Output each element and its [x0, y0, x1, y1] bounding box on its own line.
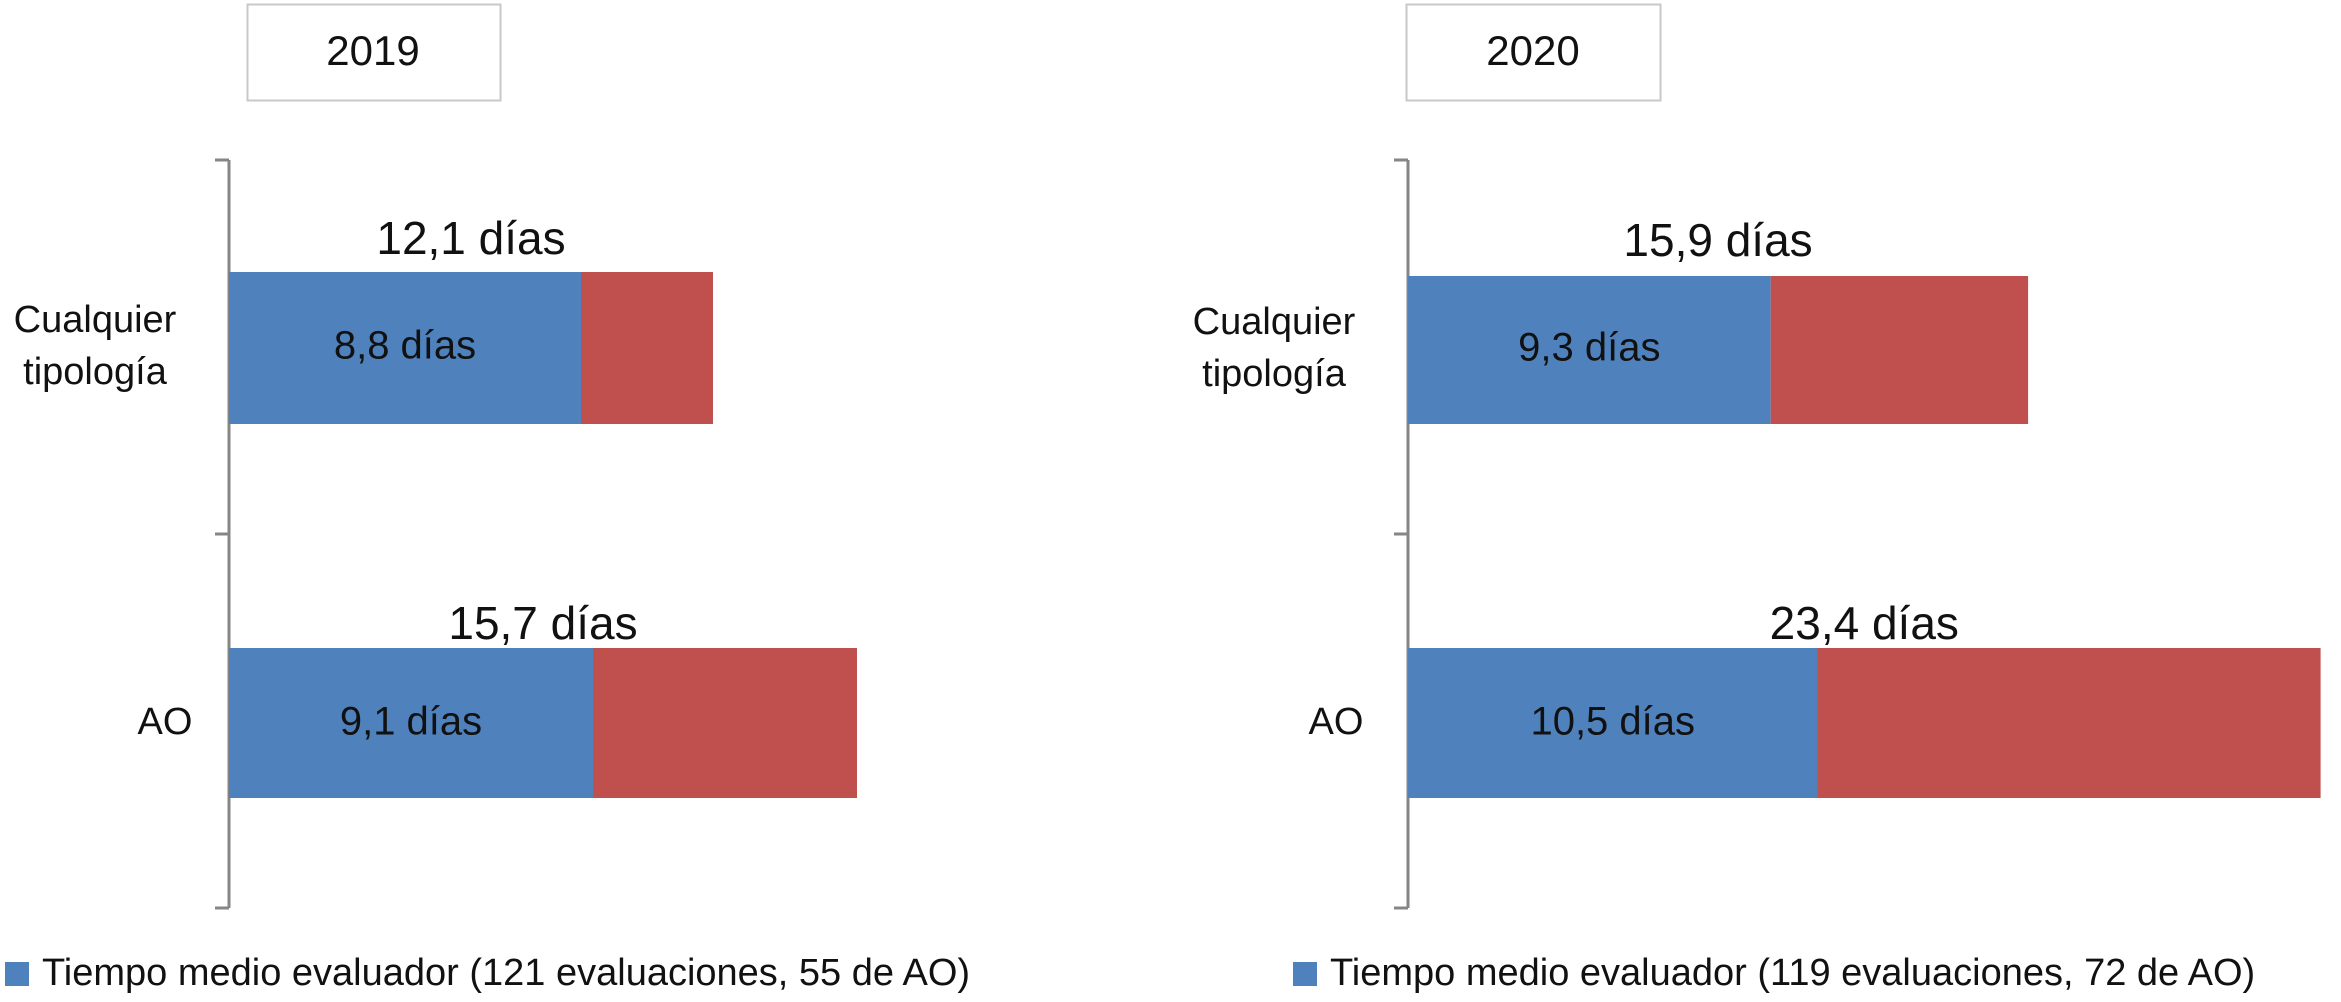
- category-label: AO: [1309, 701, 1364, 743]
- bar-total-label: 12,1 días: [376, 212, 565, 264]
- panel-title-box: [246, 3, 502, 102]
- legend-swatch: [1293, 962, 1317, 986]
- bar-total-label: 15,7 días: [448, 597, 637, 649]
- bar-value-label: 8,8 días: [334, 324, 476, 368]
- bar-total-label: 15,9 días: [1623, 214, 1812, 266]
- category-label: AO: [138, 701, 193, 743]
- panel-title-box: [1405, 3, 1662, 102]
- bar-resto: [593, 648, 857, 798]
- bar-resto: [581, 272, 713, 424]
- category-label: tipología: [1202, 353, 1347, 395]
- bar-resto: [1817, 648, 2321, 798]
- category-label: tipología: [23, 351, 168, 393]
- bar-total-label: 23,4 días: [1770, 597, 1959, 649]
- panel-title: 2019: [326, 27, 419, 74]
- legend-label: Tiempo medio evaluador (119 evaluaciones…: [1330, 952, 2255, 994]
- bar-evaluador: [1408, 276, 1771, 424]
- bar-value-label: 10,5 días: [1530, 700, 1695, 744]
- legend-swatch: [5, 962, 29, 986]
- panel-title: 2020: [1486, 27, 1579, 74]
- bar-resto: [1770, 276, 2029, 424]
- bar-value-label: 9,3 días: [1518, 326, 1660, 370]
- bar-evaluador: [229, 272, 581, 424]
- bar-evaluador: [229, 648, 593, 798]
- bar-evaluador: [1408, 648, 1818, 798]
- category-label: Cualquier: [1193, 301, 1356, 343]
- legend-label: Tiempo medio evaluador (121 evaluaciones…: [42, 952, 970, 994]
- bar-value-label: 9,1 días: [340, 700, 482, 744]
- category-label: Cualquier: [14, 299, 177, 341]
